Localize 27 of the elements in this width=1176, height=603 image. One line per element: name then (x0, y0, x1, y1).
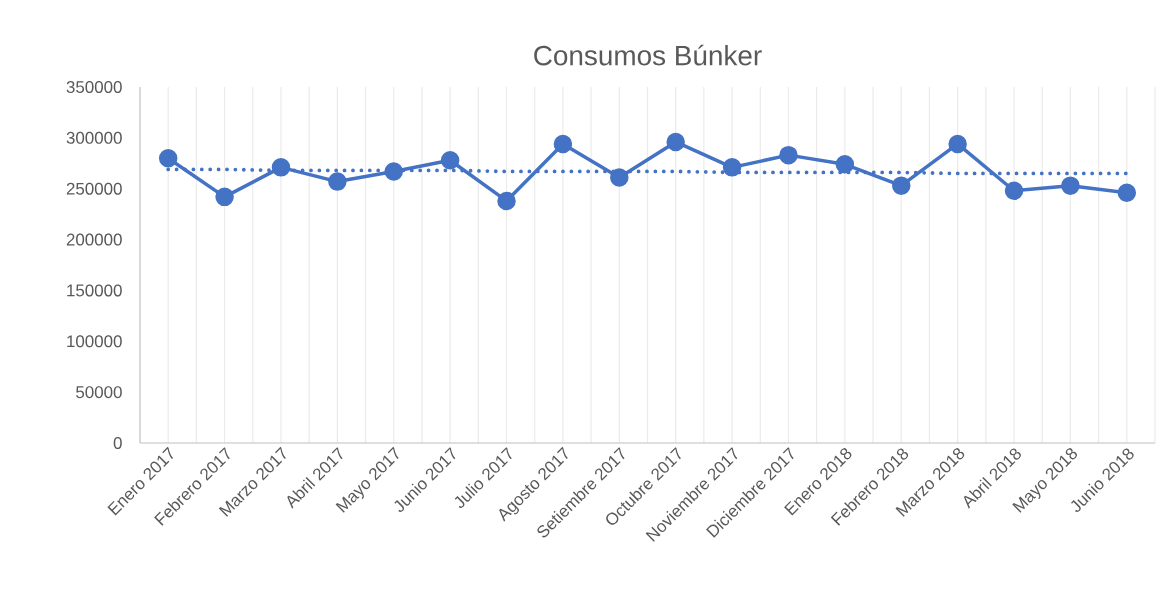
point (553, 134, 573, 154)
y-tick-label: 50000 (76, 386, 122, 399)
point (158, 148, 178, 168)
point (666, 132, 685, 152)
point (835, 155, 855, 174)
point (271, 158, 291, 177)
point (610, 168, 629, 187)
y-tick-label: 150000 (67, 284, 122, 297)
y-tick-label: 0 (113, 437, 122, 449)
y-tick-label: 350000 (66, 81, 122, 93)
point (440, 150, 460, 170)
point (215, 187, 234, 207)
point (497, 191, 516, 211)
point (779, 145, 798, 165)
y-tick-label: 300000 (66, 131, 122, 144)
point (892, 176, 911, 195)
point (1061, 176, 1080, 195)
y-tick-label: 200000 (66, 233, 122, 246)
point (722, 158, 742, 177)
y-tick-label: 250000 (66, 182, 122, 195)
point (1117, 183, 1137, 203)
point (1004, 181, 1024, 200)
y-tick-label: 100000 (67, 335, 122, 348)
point (384, 162, 403, 181)
chart-title: Consumos Búnker (534, 44, 762, 66)
point (328, 172, 347, 191)
point (948, 134, 967, 154)
